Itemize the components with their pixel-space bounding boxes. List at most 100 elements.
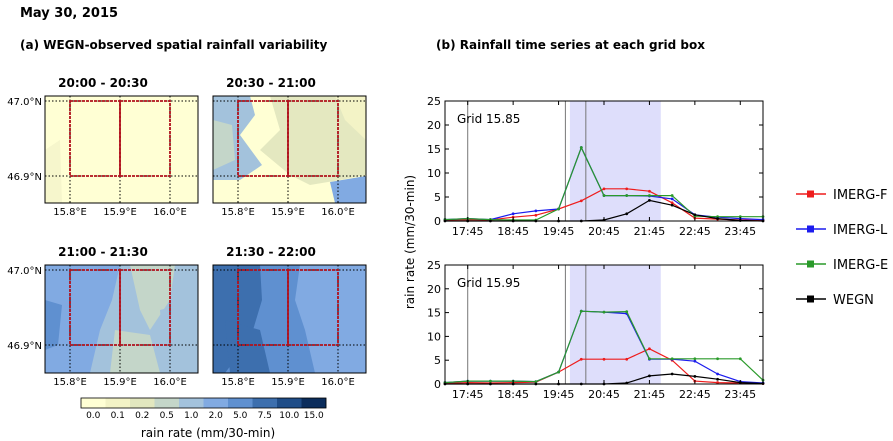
colorbar-tick-label: 10.0 (279, 411, 299, 421)
colorbar-tick-label: 0.0 (86, 411, 101, 421)
colorbar-tick-label: 2.0 (209, 411, 224, 421)
lon-tick-label: 15.8°E (53, 207, 87, 218)
data-point (670, 203, 674, 207)
lat-tick-label: 47.0°N (7, 97, 42, 108)
colorbar-segment (203, 398, 229, 408)
map-fill (213, 120, 235, 170)
data-point (625, 187, 629, 191)
lon-tick-label: 16.0°E (153, 377, 187, 388)
colorbar-segment (228, 398, 253, 408)
grid-box (119, 269, 171, 346)
y-tick-label: 0 (434, 215, 441, 228)
x-tick-label: 17:45 (452, 388, 484, 401)
data-point (693, 213, 697, 217)
data-point (738, 215, 742, 219)
data-point (716, 377, 719, 381)
data-point (602, 187, 606, 191)
data-point (648, 189, 651, 193)
data-point (625, 212, 629, 216)
map-panel-d (213, 265, 366, 373)
x-tick-label: 19:45 (543, 388, 575, 401)
y-tick-label: 20 (427, 283, 441, 296)
legend-marker (807, 260, 814, 268)
data-point (489, 379, 492, 383)
grid-box (237, 100, 289, 177)
y-axis-label: rain rate (mm/30-min) (403, 175, 417, 309)
lat-tick-label: 47.0°N (7, 266, 42, 277)
time-series-subplot: 0 5 10 15 20 25 17:45 18:45 19:45 20:45 21:45 22:45… (427, 259, 765, 401)
data-point (693, 374, 697, 378)
data-point (648, 347, 651, 351)
colorbar-tick-label: 5.0 (233, 411, 248, 421)
lon-tick-label: 16.0°E (153, 207, 187, 218)
y-tick-label: 20 (427, 119, 441, 132)
data-point (602, 357, 606, 361)
x-tick-label: 23:45 (724, 225, 756, 238)
map-frame (44, 95, 199, 204)
data-point (648, 357, 651, 361)
data-point (670, 197, 674, 201)
grid-box (119, 100, 171, 177)
map-fill (45, 265, 120, 373)
y-tick-label: 5 (434, 354, 441, 367)
lon-tick-label: 16.0°E (321, 207, 355, 218)
lon-tick-label: 15.8°E (221, 207, 255, 218)
data-point (625, 357, 629, 361)
legend-marker (807, 190, 814, 198)
colorbar-tick-label: 15.0 (304, 411, 324, 421)
legend-label: IMERG-L (833, 223, 888, 238)
x-tick-label: 21:45 (634, 388, 666, 401)
colorbar-segment (154, 398, 180, 408)
colorbar: 0.0 0.1 0.2 0.5 1.0 2.0 5.0 7.5 10.0 15.0 (80, 397, 327, 421)
subplot-label: Grid 15.85 (457, 112, 520, 126)
colorbar-tick-label: 0.2 (135, 411, 149, 421)
colorbar-label: rain rate (mm/30-min) (140, 426, 276, 440)
x-tick-label: 17:45 (452, 225, 484, 238)
data-point (716, 372, 719, 376)
colorbar-tick-label: 1.0 (184, 411, 199, 421)
colorbar-frame (80, 397, 327, 409)
grid-box (287, 100, 339, 177)
legend: IMERG-F IMERG-L IMERG-E WEGN (796, 188, 888, 308)
colorbar-segment (130, 398, 155, 408)
data-point (534, 380, 538, 384)
data-point (738, 357, 742, 361)
y-tick-label: 25 (427, 259, 441, 272)
data-point (648, 194, 651, 197)
data-point (670, 201, 674, 205)
colorbar-segment (81, 398, 106, 408)
data-point (693, 357, 697, 361)
map-fill (45, 300, 62, 350)
map-panel-a (45, 96, 198, 203)
x-tick-label: 20:45 (588, 225, 620, 238)
grid-box (69, 100, 121, 177)
y-tick-label: 15 (427, 143, 441, 156)
lon-tick-label: 16.0°E (321, 377, 355, 388)
data-point (625, 310, 629, 314)
data-point (557, 207, 560, 211)
colorbar-segment (277, 398, 302, 408)
x-tick-label: 20:45 (588, 388, 620, 401)
x-tick-label: 21:45 (634, 225, 666, 238)
x-tick-label: 19:45 (543, 225, 575, 238)
map-frame (212, 264, 367, 374)
data-point (670, 357, 674, 361)
data-point (579, 199, 583, 203)
map-panel-b (213, 96, 366, 203)
lat-tick-label: 46.9°N (7, 341, 42, 352)
data-point (716, 381, 719, 384)
lon-tick-label: 15.9°E (271, 377, 305, 388)
lon-tick-label: 15.8°E (53, 377, 87, 388)
y-tick-label: 5 (434, 191, 441, 204)
data-point (648, 198, 651, 202)
page-title: May 30, 2015 (20, 6, 119, 21)
colorbar-tick-label: 7.5 (258, 411, 272, 421)
map-fill (335, 96, 366, 140)
data-point (579, 309, 583, 313)
lon-tick-label: 15.9°E (103, 207, 137, 218)
map-fill (295, 265, 366, 373)
map-fill (45, 140, 62, 203)
left-section-title: (a) WEGN-observed spatial rainfall varia… (20, 38, 328, 52)
x-tick-label: 22:45 (679, 388, 711, 401)
data-point (534, 213, 538, 217)
